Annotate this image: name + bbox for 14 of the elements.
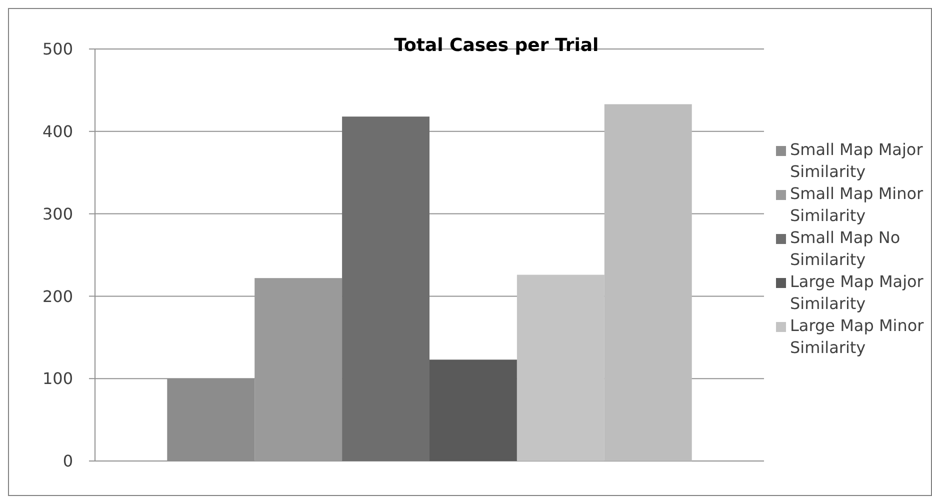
legend-label: Large Map Minor Similarity xyxy=(790,316,924,357)
legend-label: Large Map Major Similarity xyxy=(790,272,924,313)
bar xyxy=(430,360,517,461)
legend-label: Small Map Major Similarity xyxy=(790,140,924,181)
y-tick-label: 200 xyxy=(42,286,73,306)
y-tick-label: 500 xyxy=(42,40,73,59)
y-tick-label: 400 xyxy=(42,122,73,141)
legend-label: Small Map No Similarity xyxy=(790,228,900,269)
y-tick-label: 300 xyxy=(42,204,73,224)
legend-label: Small Map Minor Similarity xyxy=(790,184,924,225)
bar xyxy=(342,116,430,461)
y-tick-label: 100 xyxy=(42,369,73,388)
chart-title: Total Cases per Trial xyxy=(394,35,599,56)
y-tick-label: 0 xyxy=(62,452,73,471)
